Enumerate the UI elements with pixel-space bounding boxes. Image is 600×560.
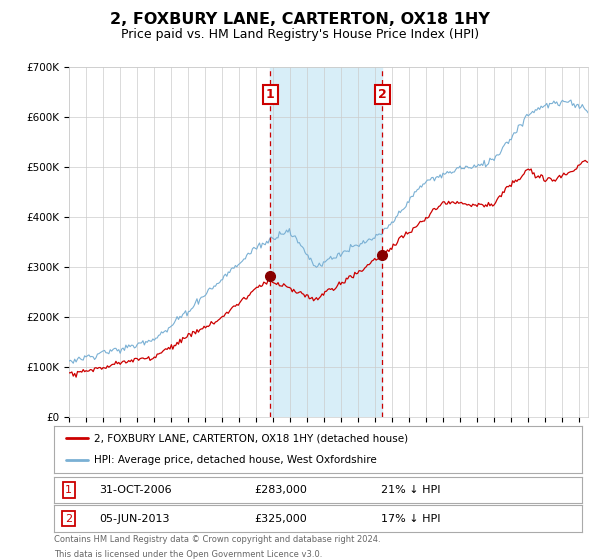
Text: 2, FOXBURY LANE, CARTERTON, OX18 1HY: 2, FOXBURY LANE, CARTERTON, OX18 1HY	[110, 12, 490, 27]
Bar	[271, 67, 382, 417]
Text: 31-OCT-2006: 31-OCT-2006	[99, 485, 172, 495]
Text: £283,000: £283,000	[254, 485, 308, 495]
Text: This data is licensed under the Open Government Licence v3.0.: This data is licensed under the Open Gov…	[54, 550, 322, 559]
Text: 21% ↓ HPI: 21% ↓ HPI	[382, 485, 441, 495]
Text: Price paid vs. HM Land Registry's House Price Index (HPI): Price paid vs. HM Land Registry's House …	[121, 28, 479, 41]
Text: £325,000: £325,000	[254, 514, 307, 524]
Text: 2, FOXBURY LANE, CARTERTON, OX18 1HY (detached house): 2, FOXBURY LANE, CARTERTON, OX18 1HY (de…	[94, 433, 408, 444]
Text: 2: 2	[65, 514, 73, 524]
Text: 1: 1	[65, 485, 72, 495]
Text: Contains HM Land Registry data © Crown copyright and database right 2024.: Contains HM Land Registry data © Crown c…	[54, 535, 380, 544]
Text: 2: 2	[378, 88, 387, 101]
Text: 1: 1	[266, 88, 275, 101]
Text: HPI: Average price, detached house, West Oxfordshire: HPI: Average price, detached house, West…	[94, 455, 376, 465]
Text: 05-JUN-2013: 05-JUN-2013	[99, 514, 169, 524]
Text: 17% ↓ HPI: 17% ↓ HPI	[382, 514, 441, 524]
